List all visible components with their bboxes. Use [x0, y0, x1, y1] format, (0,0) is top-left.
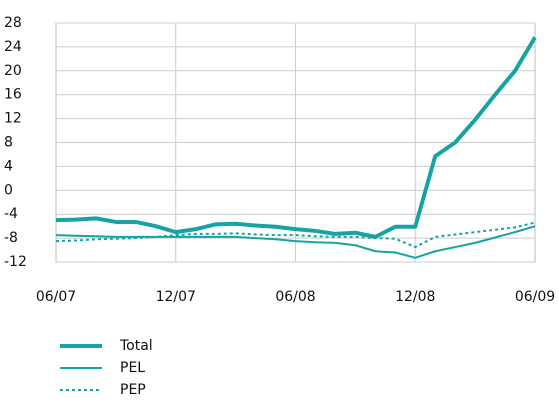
- legend-label: PEL: [120, 360, 145, 376]
- y-tick-label: 12: [4, 111, 22, 127]
- y-tick-label: 8: [4, 135, 13, 151]
- x-tick-label: 06/09: [515, 289, 555, 305]
- series-line: [55, 225, 536, 259]
- y-tick-label: 24: [4, 39, 22, 55]
- y-tick-label: -12: [4, 254, 27, 270]
- y-tick-label: 28: [4, 15, 22, 31]
- legend-label: Total: [119, 338, 153, 354]
- y-tick-label: -8: [4, 230, 18, 246]
- y-tick-label: 4: [4, 158, 13, 174]
- series-line: [55, 221, 536, 249]
- x-tick-label: 12/08: [395, 289, 435, 305]
- y-tick-label: 20: [4, 63, 22, 79]
- y-tick-label: -4: [4, 206, 18, 222]
- legend-label: PEP: [120, 382, 146, 398]
- x-tick-label: 12/07: [156, 289, 196, 305]
- x-tick-label: 06/07: [36, 289, 76, 305]
- x-tick-label: 06/08: [275, 289, 315, 305]
- series-line: [55, 36, 537, 239]
- y-tick-label: 0: [4, 182, 13, 198]
- y-tick-label: 16: [4, 87, 22, 103]
